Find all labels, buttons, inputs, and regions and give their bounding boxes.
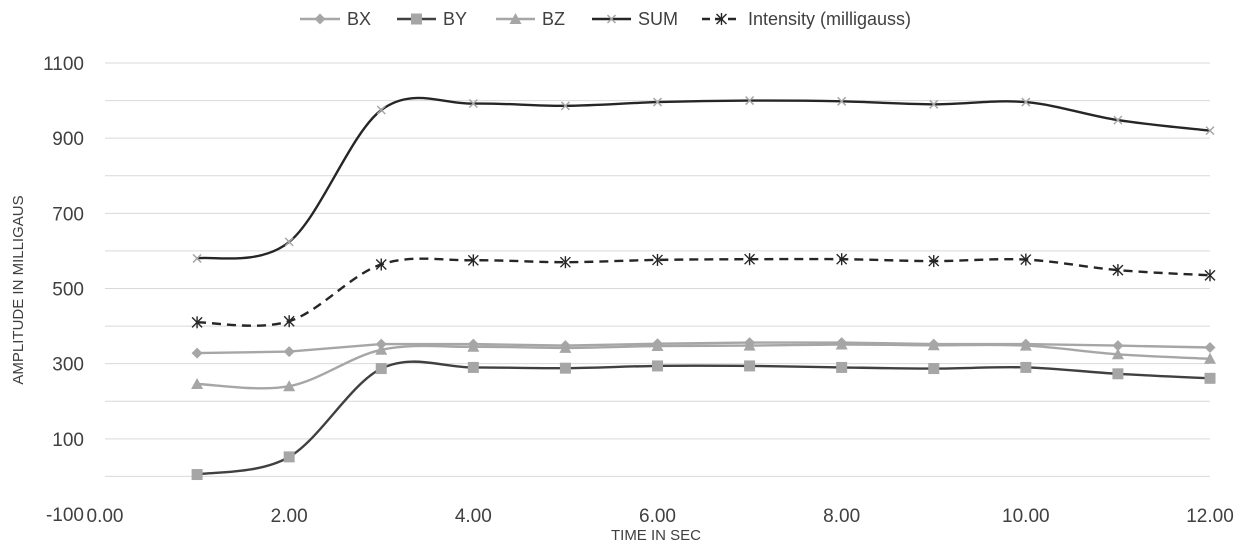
data-point-by xyxy=(283,451,295,463)
legend-item-by: BY xyxy=(397,9,467,29)
x-tick-label: 8.00 xyxy=(823,506,860,527)
y-tick-label: -100 xyxy=(46,505,84,526)
data-point-by xyxy=(1112,368,1124,380)
x-tick-label: 2.00 xyxy=(271,506,308,527)
series-line-by xyxy=(196,360,1211,476)
data-point-sum xyxy=(1021,97,1031,107)
y-tick-label: 500 xyxy=(52,280,84,301)
gridlines xyxy=(105,62,1210,477)
data-point-intensity-milligauss xyxy=(928,255,940,268)
data-point-sum xyxy=(560,101,570,111)
data-point-intensity-milligauss xyxy=(375,258,387,271)
series-by xyxy=(191,360,1216,481)
data-point-bz xyxy=(1204,352,1216,364)
data-point-bz xyxy=(835,338,848,350)
data-point-bz xyxy=(743,339,756,351)
data-point-sum xyxy=(652,97,663,107)
data-point-bz xyxy=(191,377,204,389)
data-point-bz xyxy=(651,340,664,352)
x-tick-label: 10.00 xyxy=(1002,506,1050,527)
legend-label: BZ xyxy=(542,9,565,29)
data-point-sum xyxy=(192,253,202,263)
legend-label: Intensity (milligauss) xyxy=(748,9,911,29)
data-point-sum xyxy=(468,99,478,109)
legend-item-sum: SUM xyxy=(592,9,678,29)
legend-item-bz: BZ xyxy=(496,9,565,29)
series-line-bz xyxy=(197,343,1211,390)
data-point-bx xyxy=(1204,342,1216,354)
data-point-intensity-milligauss xyxy=(283,315,295,328)
x-tick-label: 12.00 xyxy=(1186,506,1234,527)
data-point-intensity-milligauss xyxy=(559,256,571,269)
data-point-by xyxy=(191,469,203,481)
y-axis-label: AMPLITUDE IN MILLIGAUS xyxy=(10,195,27,384)
data-point-intensity-milligauss xyxy=(652,253,663,266)
data-point-intensity-milligauss xyxy=(1020,253,1032,266)
data-point-bx xyxy=(1112,340,1124,352)
plot-series xyxy=(191,96,1216,481)
data-point-intensity-milligauss xyxy=(1204,269,1216,282)
data-point-by xyxy=(744,360,756,372)
data-point-by xyxy=(836,361,848,373)
data-point-sum xyxy=(1113,115,1123,125)
data-point-by xyxy=(559,362,571,374)
data-point-bz xyxy=(1111,348,1124,360)
series-sum xyxy=(192,96,1215,263)
series-intensity-milligauss xyxy=(191,253,1216,329)
x-tick-label: 0.00 xyxy=(87,506,124,527)
legend: BX BY BZ SUM Intensity (milligauss) xyxy=(300,9,911,29)
data-point-bz xyxy=(559,341,572,353)
data-point-intensity-milligauss xyxy=(836,253,848,266)
y-tick-label: 900 xyxy=(52,129,84,150)
legend-marker xyxy=(314,13,326,25)
series-line-sum xyxy=(196,96,1211,260)
data-point-bx xyxy=(283,346,295,358)
data-point-bz xyxy=(927,339,940,351)
legend-label: SUM xyxy=(638,9,678,29)
data-point-sum xyxy=(284,237,294,247)
data-point-by xyxy=(1204,372,1216,384)
data-point-intensity-milligauss xyxy=(1112,264,1124,277)
legend-label: BX xyxy=(347,9,371,29)
legend-marker xyxy=(716,13,727,25)
data-point-bx xyxy=(191,347,203,359)
data-point-bz xyxy=(375,343,388,355)
data-point-by xyxy=(467,361,479,373)
y-tick-label: 700 xyxy=(52,204,84,225)
data-point-sum xyxy=(1205,126,1215,136)
data-point-bz xyxy=(1019,339,1032,351)
data-point-by xyxy=(1020,361,1032,373)
x-tick-label: 6.00 xyxy=(639,506,676,527)
legend-marker xyxy=(411,13,422,25)
data-point-intensity-milligauss xyxy=(191,316,203,329)
data-point-intensity-milligauss xyxy=(467,254,479,267)
x-tick-label: 4.00 xyxy=(455,506,492,527)
data-point-sum xyxy=(376,105,386,115)
series-bz xyxy=(191,338,1216,392)
data-point-by xyxy=(928,363,940,375)
data-point-bz xyxy=(283,380,296,392)
y-tick-label: 1100 xyxy=(43,54,84,75)
series-line-intensity-milligauss xyxy=(197,257,1211,327)
tick-labels: -100 100 300 500 700 900 1100 0.00 2.00 4.00 6.00 8… xyxy=(43,54,1234,527)
data-point-sum xyxy=(745,96,755,106)
legend-item-intensity-milligauss: Intensity (milligauss) xyxy=(702,9,911,29)
y-tick-label: 100 xyxy=(52,430,84,451)
data-point-by xyxy=(375,363,387,375)
data-point-sum xyxy=(837,96,847,106)
data-point-bz xyxy=(467,340,480,352)
legend-marker xyxy=(509,13,522,24)
series-line-bx xyxy=(197,341,1211,355)
legend-label: BY xyxy=(443,9,467,29)
data-point-intensity-milligauss xyxy=(744,253,756,266)
legend-marker xyxy=(606,14,617,24)
x-axis-label: TIME IN SEC xyxy=(611,527,701,544)
data-point-by xyxy=(652,360,663,372)
data-point-sum xyxy=(929,99,939,109)
legend-item-bx: BX xyxy=(300,9,371,29)
y-tick-label: 300 xyxy=(52,355,84,376)
